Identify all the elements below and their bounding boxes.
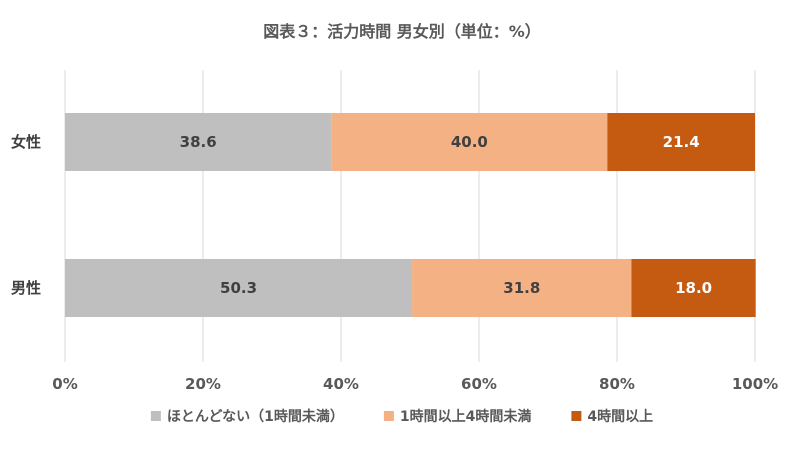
- legend-label: 4時間以上: [587, 408, 653, 425]
- legend-item: ほとんどない（1時間未満）: [150, 408, 344, 425]
- x-tick-label: 20%: [185, 375, 221, 393]
- category-label: 男性: [11, 279, 41, 297]
- x-tick-label: 100%: [732, 375, 778, 393]
- legend-item: 1時間以上4時間未満: [383, 408, 531, 425]
- data-label: 21.4: [663, 133, 700, 151]
- chart-title: 図表３：活力時間 男女別（単位：%）: [263, 22, 541, 41]
- legend-item: 4時間以上: [571, 408, 653, 425]
- legend: ほとんどない（1時間未満） 1時間以上4時間未満 4時間以上: [150, 408, 653, 425]
- x-tick-label: 0%: [52, 375, 77, 393]
- bar-segment: [65, 113, 332, 171]
- bar-segment: [331, 113, 608, 171]
- legend-swatch: [150, 411, 161, 421]
- data-labels: 38.6 40.0 21.4 50.3 31.8 18.0: [180, 133, 712, 297]
- bar-segment: [631, 259, 756, 317]
- bar-segment: [607, 113, 755, 171]
- category-label: 女性: [11, 133, 41, 151]
- x-axis-ticks: 0% 20% 40% 60% 80% 100%: [52, 375, 778, 393]
- legend-swatch: [571, 411, 582, 421]
- x-tick-label: 40%: [323, 375, 359, 393]
- x-tick-label: 80%: [599, 375, 635, 393]
- x-tick-label: 60%: [461, 375, 497, 393]
- legend-swatch: [383, 411, 394, 421]
- data-label: 50.3: [220, 279, 257, 297]
- legend-label: 1時間以上4時間未満: [400, 408, 531, 425]
- data-label: 18.0: [675, 279, 712, 297]
- data-label: 40.0: [451, 133, 488, 151]
- bar-segment: [65, 259, 413, 317]
- data-label: 31.8: [503, 279, 540, 297]
- bars: [65, 113, 756, 317]
- data-label: 38.6: [180, 133, 217, 151]
- legend-label: ほとんどない（1時間未満）: [167, 408, 344, 425]
- bar-segment: [412, 259, 632, 317]
